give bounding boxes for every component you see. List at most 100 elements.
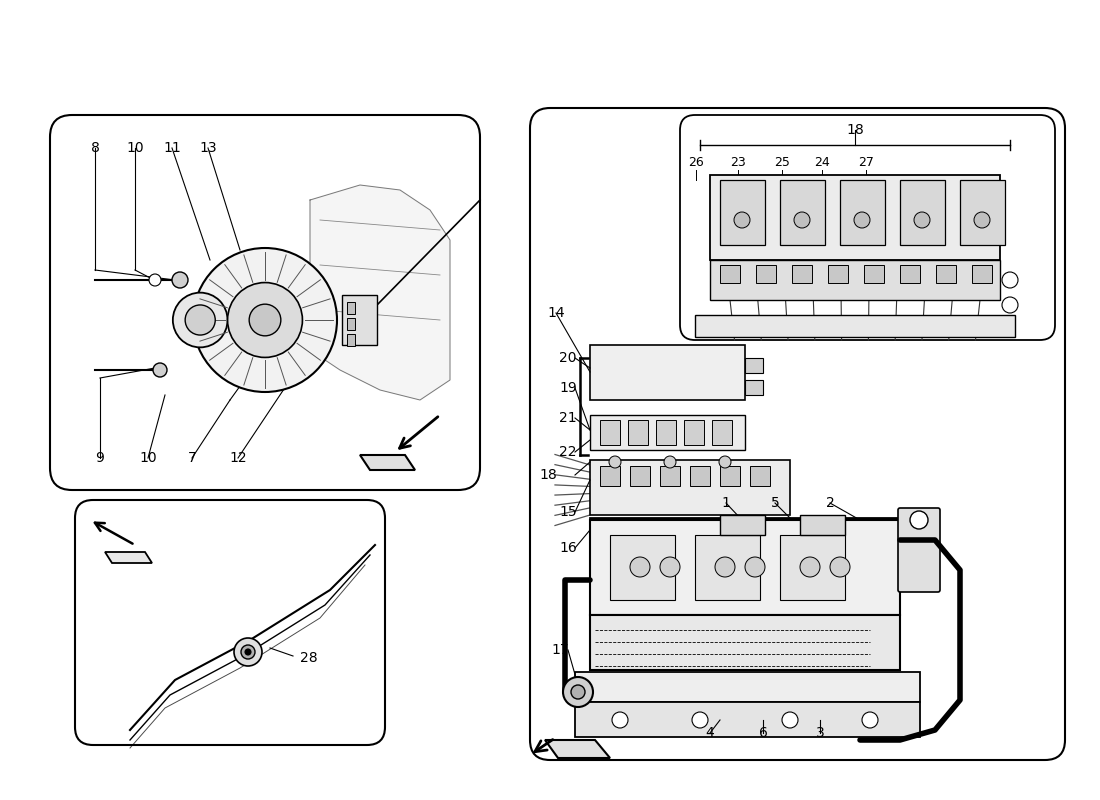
Text: 4: 4 [705, 726, 714, 740]
Bar [900, 265, 920, 283]
Circle shape [794, 212, 810, 228]
Bar [756, 265, 775, 283]
Bar [710, 260, 1000, 300]
Circle shape [719, 456, 732, 468]
Circle shape [192, 248, 337, 392]
Circle shape [612, 712, 628, 728]
Bar [346, 302, 355, 314]
Bar [840, 180, 886, 245]
Circle shape [660, 557, 680, 577]
Circle shape [734, 212, 750, 228]
Bar [695, 315, 1015, 337]
Bar [900, 180, 945, 245]
Circle shape [250, 304, 280, 336]
Bar [695, 535, 760, 600]
Bar [630, 466, 650, 486]
Bar [712, 420, 732, 445]
Bar [720, 466, 740, 486]
Bar [745, 380, 763, 395]
Text: 21: 21 [559, 411, 576, 425]
Bar [346, 334, 355, 346]
FancyBboxPatch shape [530, 108, 1065, 760]
FancyBboxPatch shape [590, 460, 790, 515]
Text: 27: 27 [858, 155, 873, 169]
Text: eurospares: eurospares [694, 255, 887, 285]
Bar [780, 180, 825, 245]
Bar [745, 358, 763, 373]
Bar [660, 466, 680, 486]
Polygon shape [310, 185, 450, 400]
Text: 17: 17 [551, 643, 569, 657]
Text: 19: 19 [559, 381, 576, 395]
Text: 16: 16 [559, 541, 576, 555]
Bar [575, 672, 920, 702]
Bar [590, 615, 900, 670]
Text: 10: 10 [126, 141, 144, 155]
Bar [792, 265, 812, 283]
Bar [864, 265, 884, 283]
Circle shape [153, 363, 167, 377]
Circle shape [664, 456, 676, 468]
Bar [720, 265, 740, 283]
Text: 28: 28 [300, 651, 318, 665]
Circle shape [148, 274, 161, 286]
Polygon shape [544, 740, 610, 758]
Circle shape [228, 282, 302, 358]
Bar [828, 265, 848, 283]
Circle shape [1002, 297, 1018, 313]
Text: 2: 2 [826, 496, 835, 510]
Text: 22: 22 [559, 445, 576, 459]
Bar [690, 466, 710, 486]
Circle shape [241, 645, 255, 659]
Text: 15: 15 [559, 505, 576, 519]
Circle shape [745, 557, 764, 577]
Text: 10: 10 [140, 451, 157, 465]
Bar [720, 515, 764, 535]
Bar [656, 420, 676, 445]
Text: 12: 12 [229, 451, 246, 465]
Circle shape [830, 557, 850, 577]
Text: 1: 1 [722, 496, 730, 510]
Bar [780, 535, 845, 600]
Bar [972, 265, 992, 283]
Bar [750, 466, 770, 486]
Text: 25: 25 [774, 155, 790, 169]
Circle shape [185, 305, 216, 335]
Circle shape [172, 272, 188, 288]
Text: 24: 24 [814, 155, 829, 169]
Circle shape [234, 638, 262, 666]
Circle shape [800, 557, 820, 577]
Circle shape [630, 557, 650, 577]
Circle shape [173, 293, 228, 347]
Text: 18: 18 [846, 123, 864, 137]
Bar [342, 295, 377, 345]
Text: eurospares: eurospares [154, 606, 346, 634]
FancyBboxPatch shape [710, 175, 1000, 260]
Bar [960, 180, 1005, 245]
Circle shape [563, 677, 593, 707]
Bar [936, 265, 956, 283]
Circle shape [692, 712, 708, 728]
Polygon shape [360, 455, 415, 470]
Text: 9: 9 [96, 451, 104, 465]
Circle shape [974, 212, 990, 228]
Bar [575, 702, 920, 737]
Circle shape [782, 712, 797, 728]
Text: 26: 26 [689, 155, 704, 169]
Bar [346, 318, 355, 330]
Text: eurospares: eurospares [154, 255, 346, 285]
Bar [684, 420, 704, 445]
Text: 6: 6 [759, 726, 768, 740]
FancyBboxPatch shape [898, 508, 940, 592]
Bar [600, 420, 620, 445]
Text: 14: 14 [547, 306, 564, 320]
Bar [720, 180, 764, 245]
Bar [628, 420, 648, 445]
Polygon shape [104, 552, 152, 563]
Text: 8: 8 [90, 141, 99, 155]
Text: 5: 5 [771, 496, 780, 510]
Text: 20: 20 [559, 351, 576, 365]
Circle shape [854, 212, 870, 228]
Circle shape [571, 685, 585, 699]
Circle shape [862, 712, 878, 728]
